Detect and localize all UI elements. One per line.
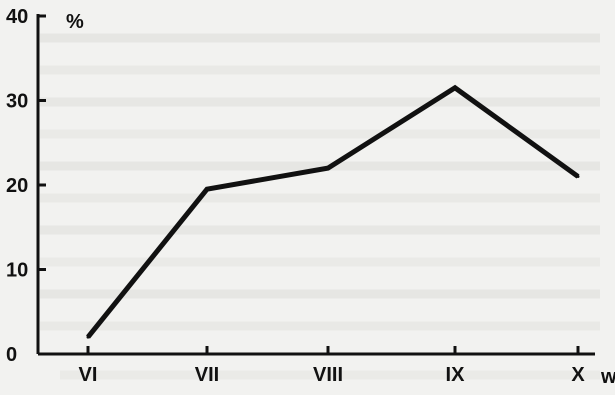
x-tick-label: VI	[79, 364, 98, 386]
series-layer	[86, 84, 580, 339]
data-point	[576, 175, 580, 179]
labels: 0 10 20 30 40 VI VII VIII IX X% w	[6, 6, 615, 388]
x-tick-label: VII	[195, 364, 219, 386]
y-tick-label: 40	[6, 6, 28, 28]
y-tick-label: 0	[6, 344, 17, 366]
ticks	[38, 14, 580, 356]
data-point	[453, 86, 457, 90]
x-tick-label: X	[571, 364, 585, 386]
data-point	[205, 187, 209, 191]
y-tick-label: 30	[6, 91, 28, 113]
x-tick-label: VIII	[313, 364, 343, 386]
y-unit-label: %	[66, 11, 84, 33]
x-tick-label: IX	[446, 364, 466, 386]
data-point	[326, 166, 330, 170]
y-tick-label: 10	[6, 260, 28, 282]
data-point	[86, 335, 90, 339]
y-tick-label: 20	[6, 175, 28, 197]
x-unit-label: w	[600, 366, 615, 388]
